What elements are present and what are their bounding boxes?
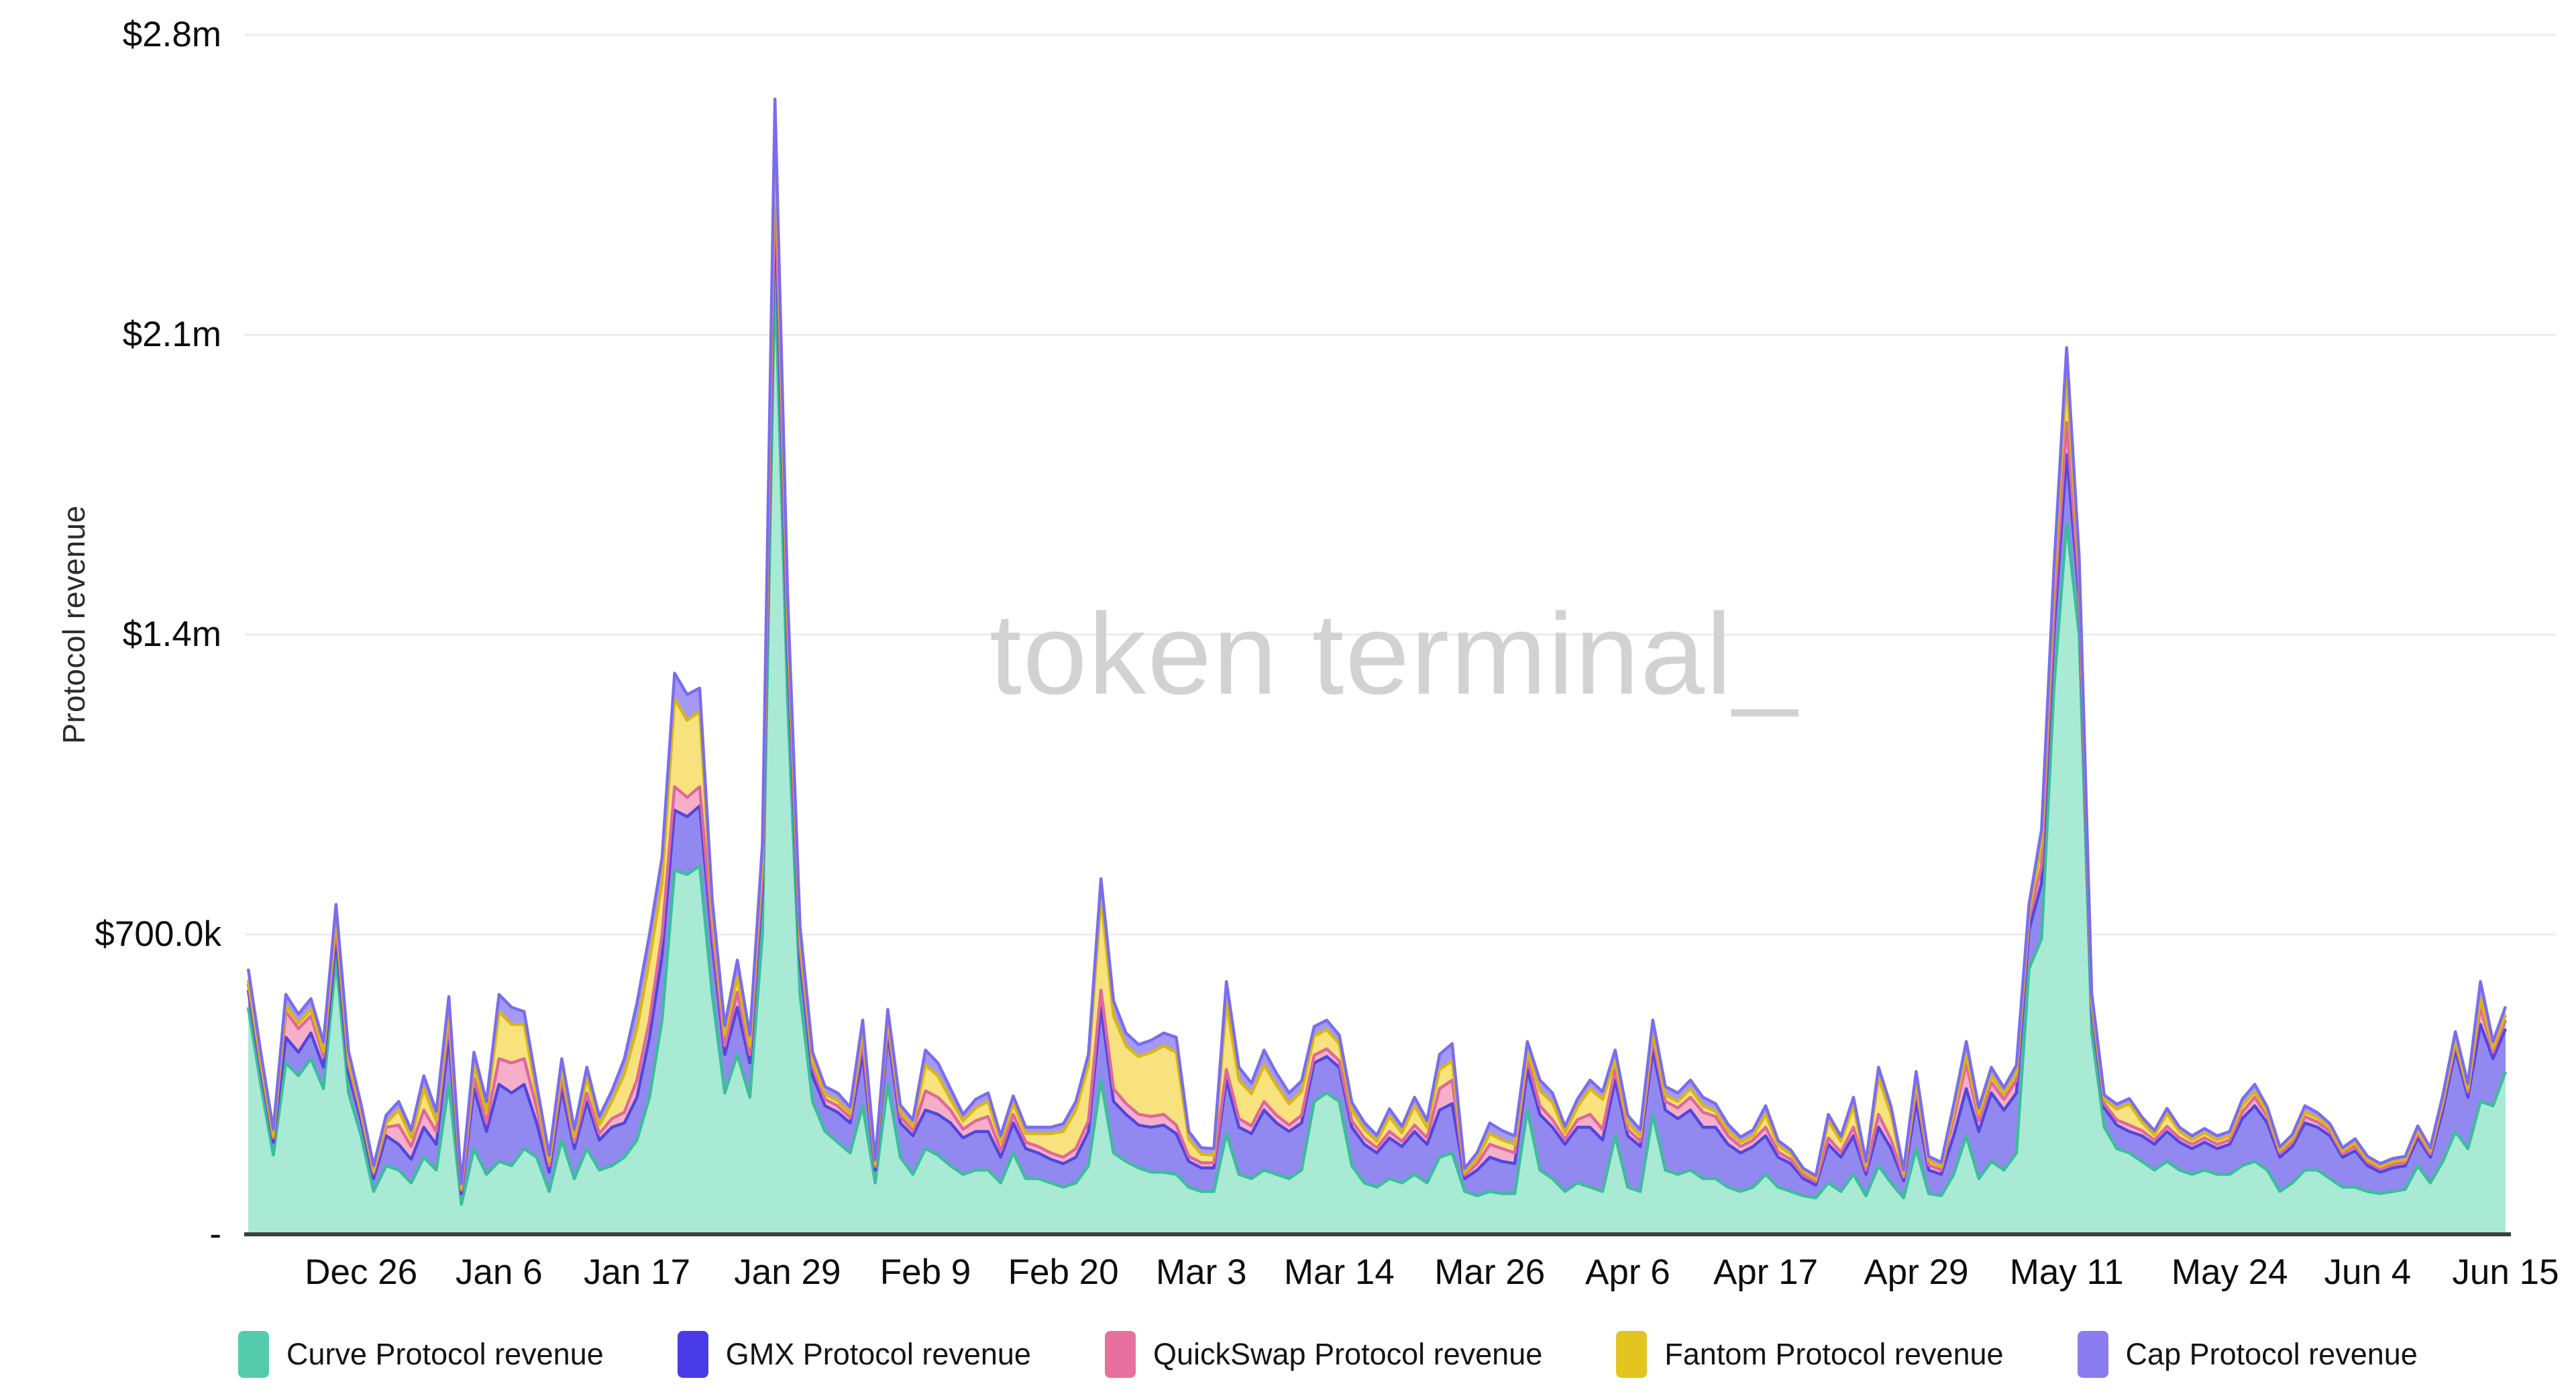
legend-label: QuickSwap Protocol revenue (1152, 1337, 1543, 1371)
edge-fantom (246, 127, 2508, 1190)
legend: Curve Protocol revenue GMX Protocol reven… (238, 1331, 2418, 1378)
legend-label: GMX Protocol revenue (725, 1337, 1031, 1371)
legend-label: Curve Protocol revenue (286, 1337, 604, 1371)
legend-swatch-fantom (1616, 1331, 1648, 1378)
area-curve[interactable] (248, 270, 2506, 1235)
edge-curve (246, 268, 2508, 1206)
legend-label: Fantom Protocol revenue (1664, 1337, 2004, 1371)
x-tick-feb-9: Feb 9 (879, 1252, 971, 1292)
x-tick-may-11: May 11 (2009, 1252, 2124, 1292)
y-tick-28m: $2.8m (122, 15, 221, 54)
legend-swatch-quickswap (1104, 1331, 1136, 1378)
x-tick-mar-26: Mar 26 (1434, 1252, 1546, 1292)
y-tick-: - (209, 1214, 221, 1254)
x-tick-mar-14: Mar 14 (1283, 1252, 1395, 1292)
legend-swatch-gmx (677, 1331, 708, 1378)
x-tick-apr-17: Apr 17 (1713, 1252, 1819, 1292)
legend-item-cap[interactable]: Cap Protocol revenue (2077, 1331, 2418, 1378)
edge-cap (246, 97, 2508, 1185)
legend-swatch-curve (238, 1331, 269, 1378)
x-tick-jan-17: Jan 17 (583, 1252, 691, 1292)
x-tick-jan-6: Jan 6 (455, 1252, 543, 1292)
x-tick-dec-26: Dec 26 (305, 1252, 418, 1292)
x-tick-apr-29: Apr 29 (1864, 1252, 1969, 1292)
area-gmx[interactable] (248, 202, 2506, 1205)
y-tick-21m: $2.1m (122, 315, 221, 354)
x-tick-jun-15: Jun 15 (2452, 1252, 2559, 1292)
edge-gmx (246, 200, 2508, 1195)
x-tick-apr-6: Apr 6 (1585, 1252, 1670, 1292)
token-terminal-watermark: token terminal_ (989, 590, 1799, 718)
x-tick-feb-20: Feb 20 (1008, 1252, 1119, 1292)
legend-item-fantom[interactable]: Fantom Protocol revenue (1616, 1331, 2004, 1378)
y-axis-tick-labels: $2.8m $2.1m $1.4m $700.0k - (0, 0, 221, 1398)
legend-swatch-cap (2077, 1331, 2108, 1378)
y-tick-7000k: $700.0k (95, 914, 221, 954)
edge-quickswap (246, 170, 2508, 1192)
x-tick-may-24: May 24 (2171, 1252, 2288, 1292)
legend-label: Cap Protocol revenue (2125, 1337, 2418, 1371)
y-tick-14m: $1.4m (122, 614, 221, 654)
legend-item-gmx[interactable]: GMX Protocol revenue (677, 1331, 1031, 1378)
x-tick-jan-29: Jan 29 (734, 1252, 841, 1292)
x-tick-mar-3: Mar 3 (1156, 1252, 1247, 1292)
legend-item-quickswap[interactable]: QuickSwap Protocol revenue (1104, 1331, 1543, 1378)
x-axis-tick-labels: Dec 26 Jan 6 Jan 17 Jan 29 Feb 9 Feb 20 Mar 3 M… (0, 1252, 2576, 1299)
legend-item-curve[interactable]: Curve Protocol revenue (238, 1331, 604, 1378)
x-tick-jun-4: Jun 4 (2324, 1252, 2412, 1292)
